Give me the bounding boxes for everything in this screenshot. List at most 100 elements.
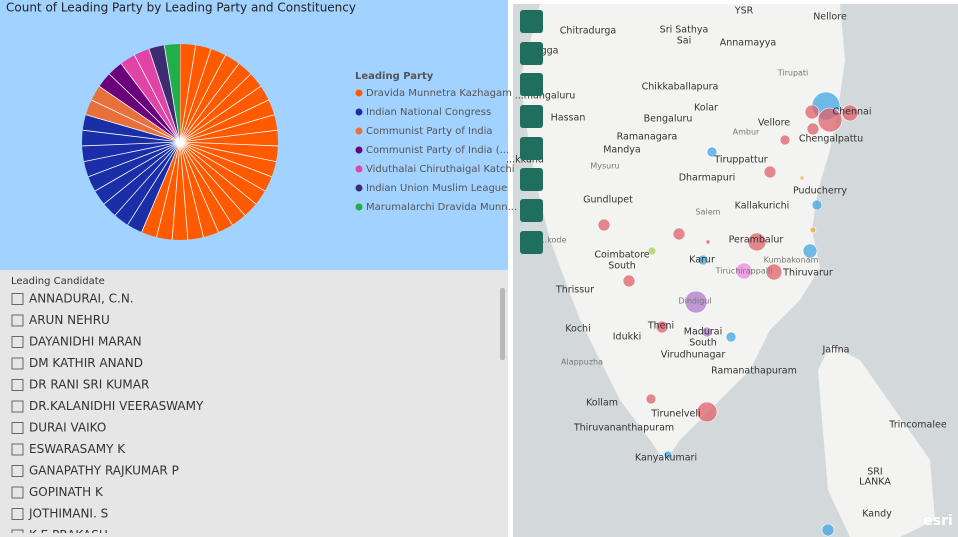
legend-label[interactable]: Communist Party of India (... [366, 145, 509, 156]
map-bubble[interactable] [779, 134, 791, 146]
map-bubble[interactable] [804, 104, 820, 120]
checkbox[interactable] [11, 422, 24, 434]
checkbox[interactable] [11, 443, 24, 456]
slice-divider [179, 55, 226, 143]
slice-divider [179, 141, 189, 240]
map-bubble[interactable] [725, 331, 737, 343]
map-bubble[interactable] [821, 523, 835, 537]
map-bubble[interactable] [672, 227, 686, 241]
pie-slice[interactable] [85, 86, 180, 142]
map-bubble[interactable] [645, 393, 657, 405]
map-bubble[interactable] [655, 320, 669, 334]
slicer-item[interactable]: ESWARASAMY K [29, 442, 126, 456]
map-bubble[interactable] [811, 199, 823, 211]
map-place-label: Trincomalee [888, 420, 947, 431]
slice-divider [94, 141, 181, 192]
legend-label[interactable]: Marumalarchi Dravida Munn... [366, 202, 517, 213]
legend-label[interactable]: Indian Union Muslim League [366, 183, 507, 194]
map-place-label: Karur [689, 255, 715, 266]
map-tool-button[interactable] [520, 10, 543, 33]
map-bubble[interactable] [701, 326, 713, 338]
checkbox[interactable] [11, 314, 24, 327]
map-bubble[interactable] [647, 246, 657, 256]
map-bubble[interactable] [663, 450, 673, 460]
slicer-item[interactable]: K.E.PRAKASH [29, 528, 108, 537]
checkbox[interactable] [11, 336, 24, 348]
map-tool-button[interactable] [520, 199, 543, 222]
slicer-item[interactable]: ARUN NEHRU [29, 313, 110, 327]
map-bubble[interactable] [697, 254, 709, 266]
scrollbar[interactable] [500, 288, 505, 360]
checkbox[interactable] [11, 357, 24, 370]
checkbox[interactable] [11, 293, 24, 305]
map-place-label: South [608, 261, 636, 272]
slicer-item[interactable]: GANAPATHY RAJKUMAR P [29, 464, 179, 478]
map-bubble[interactable] [765, 263, 783, 281]
legend-label[interactable]: Indian National Congress [366, 107, 491, 118]
slicer-item[interactable]: DURAI VAIKO [29, 421, 106, 435]
map-place-label: ...kode [540, 236, 567, 245]
slice-divider [134, 55, 181, 143]
slice-divider [91, 99, 181, 143]
map-bubble[interactable] [806, 122, 820, 136]
map-tool-button[interactable] [520, 73, 543, 96]
map-bubble[interactable] [705, 239, 711, 245]
map-tool-button[interactable] [520, 105, 543, 128]
slicer-item[interactable]: GOPINATH K [29, 485, 104, 499]
legend-marker [355, 165, 363, 173]
map-bubble[interactable] [817, 107, 843, 133]
checkbox[interactable] [11, 486, 24, 499]
slice-divider [179, 141, 233, 226]
map-tool-button[interactable] [520, 168, 543, 191]
map-bubble[interactable] [622, 274, 636, 288]
slicer-item[interactable]: ANNADURAI, C.N. [29, 292, 134, 306]
map-place-label: Annamayya [720, 38, 777, 49]
map-place-label: Salem [696, 208, 721, 217]
map-bubble[interactable] [597, 218, 611, 232]
map-bubble[interactable] [809, 226, 817, 234]
checkbox[interactable] [11, 508, 24, 520]
map-bubble[interactable] [802, 243, 818, 259]
map-place-label: Jaffna [821, 345, 849, 356]
slice-divider [179, 141, 219, 233]
map-bubble[interactable] [706, 146, 718, 158]
map-bubble[interactable] [799, 175, 805, 181]
slicer-item[interactable]: JOTHIMANI. S [28, 507, 108, 521]
map-tool-button[interactable] [520, 137, 543, 160]
slicer-item[interactable]: DR.KALANIDHI VEERASWAMY [29, 399, 204, 413]
map-place-label: Alappuzha [561, 358, 603, 367]
map-bubble[interactable] [684, 290, 708, 314]
map-tool-button[interactable] [520, 42, 543, 65]
slicer-item[interactable]: DM KATHIR ANAND [29, 356, 143, 370]
slicer-panel [0, 270, 508, 537]
map-place-label: YSR [734, 6, 754, 17]
slice-divider [179, 141, 278, 147]
legend-label[interactable]: Communist Party of India [366, 126, 493, 137]
map-place-label: Madurai [684, 327, 722, 338]
checkbox[interactable] [11, 465, 24, 477]
slice-divider [179, 141, 277, 162]
map-bubble[interactable] [763, 165, 777, 179]
map-place-label: Thrissur [555, 285, 594, 296]
pie-slice[interactable] [82, 114, 180, 233]
slice-divider [83, 141, 181, 162]
map-bubble[interactable] [841, 104, 859, 122]
pie-slice[interactable] [121, 49, 180, 143]
legend-label[interactable]: Viduthalai Chiruthaigal Katchi [366, 164, 515, 175]
map-place-label: SRI [867, 467, 882, 478]
slicer-item[interactable]: DAYANIDHI MARAN [29, 335, 142, 349]
map-place-label: Kolar [694, 103, 718, 114]
legend-label[interactable]: Dravida Munnetra Kazhagam [366, 88, 512, 99]
legend-marker [355, 203, 363, 211]
map-bubble[interactable] [696, 401, 718, 423]
map-bubble[interactable] [747, 232, 767, 252]
map-tool-button[interactable] [520, 231, 543, 254]
slice-divider [99, 86, 181, 143]
map-bubble[interactable] [735, 262, 753, 280]
slicer-item[interactable]: DR RANI SRI KUMAR [29, 378, 149, 392]
checkbox[interactable] [11, 400, 24, 413]
map-place-label: Chengalpattu [799, 134, 863, 145]
checkbox[interactable] [11, 379, 24, 391]
